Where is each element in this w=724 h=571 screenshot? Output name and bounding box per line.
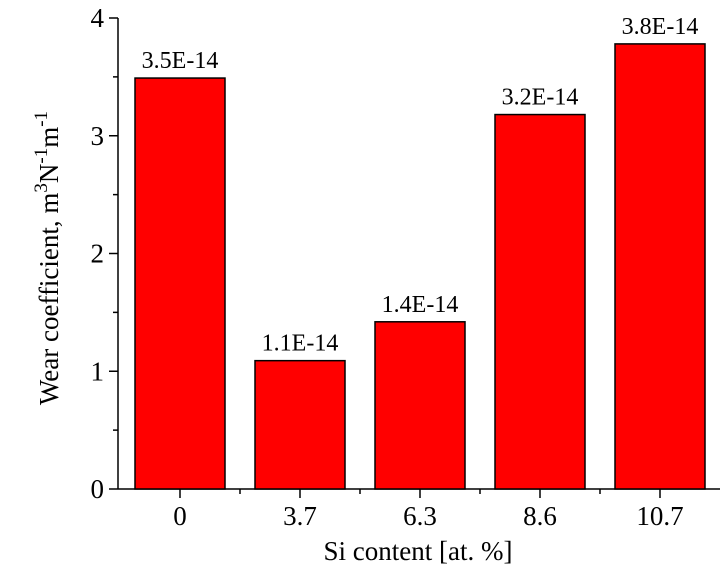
y-tick-label: 2 <box>91 239 105 269</box>
x-tick-label: 6.3 <box>403 501 437 531</box>
bar-8.6 <box>494 113 586 490</box>
y-axis-title-mid2: m <box>34 127 64 148</box>
data-labels: 3.5E-14 1.1E-14 1.4E-14 3.2E-14 3.8E-14 <box>142 14 699 357</box>
y-tick-label: 0 <box>91 474 105 504</box>
bar-3.7 <box>254 359 346 490</box>
y-axis-title-sup2: -1 <box>31 148 52 164</box>
x-axis-title: Si content [at. %] <box>324 536 513 566</box>
data-label-3.7: 1.1E-14 <box>262 331 339 357</box>
y-axis-title-base: Wear coefficient, m <box>34 193 64 405</box>
x-tick-label: 0 <box>173 501 187 531</box>
y-axis-title-sup1: 3 <box>31 183 52 193</box>
data-label-8.6: 3.2E-14 <box>502 85 579 111</box>
y-axis-title: Wear coefficient, m3N-1m-1 <box>31 111 64 405</box>
y-ticks: 0 1 2 3 4 <box>91 3 118 504</box>
x-tick-label: 8.6 <box>523 501 557 531</box>
y-axis-title-sup3: -1 <box>31 111 52 127</box>
data-label-6.3: 1.4E-14 <box>382 292 459 318</box>
x-tick-label: 10.7 <box>636 501 683 531</box>
bars <box>134 43 706 490</box>
data-label-10.7: 3.8E-14 <box>622 14 699 40</box>
x-ticks: 0 3.7 6.3 8.6 10.7 <box>173 489 684 531</box>
x-tick-label: 3.7 <box>283 501 317 531</box>
y-axis-title-mid1: N <box>34 164 64 184</box>
bar-6.3 <box>374 321 466 490</box>
y-tick-label: 1 <box>91 356 105 386</box>
bar-10.7 <box>614 43 706 490</box>
bar-0 <box>134 77 226 490</box>
data-label-0: 3.5E-14 <box>142 48 219 74</box>
y-tick-label: 3 <box>91 121 105 151</box>
y-tick-label: 4 <box>91 3 105 33</box>
